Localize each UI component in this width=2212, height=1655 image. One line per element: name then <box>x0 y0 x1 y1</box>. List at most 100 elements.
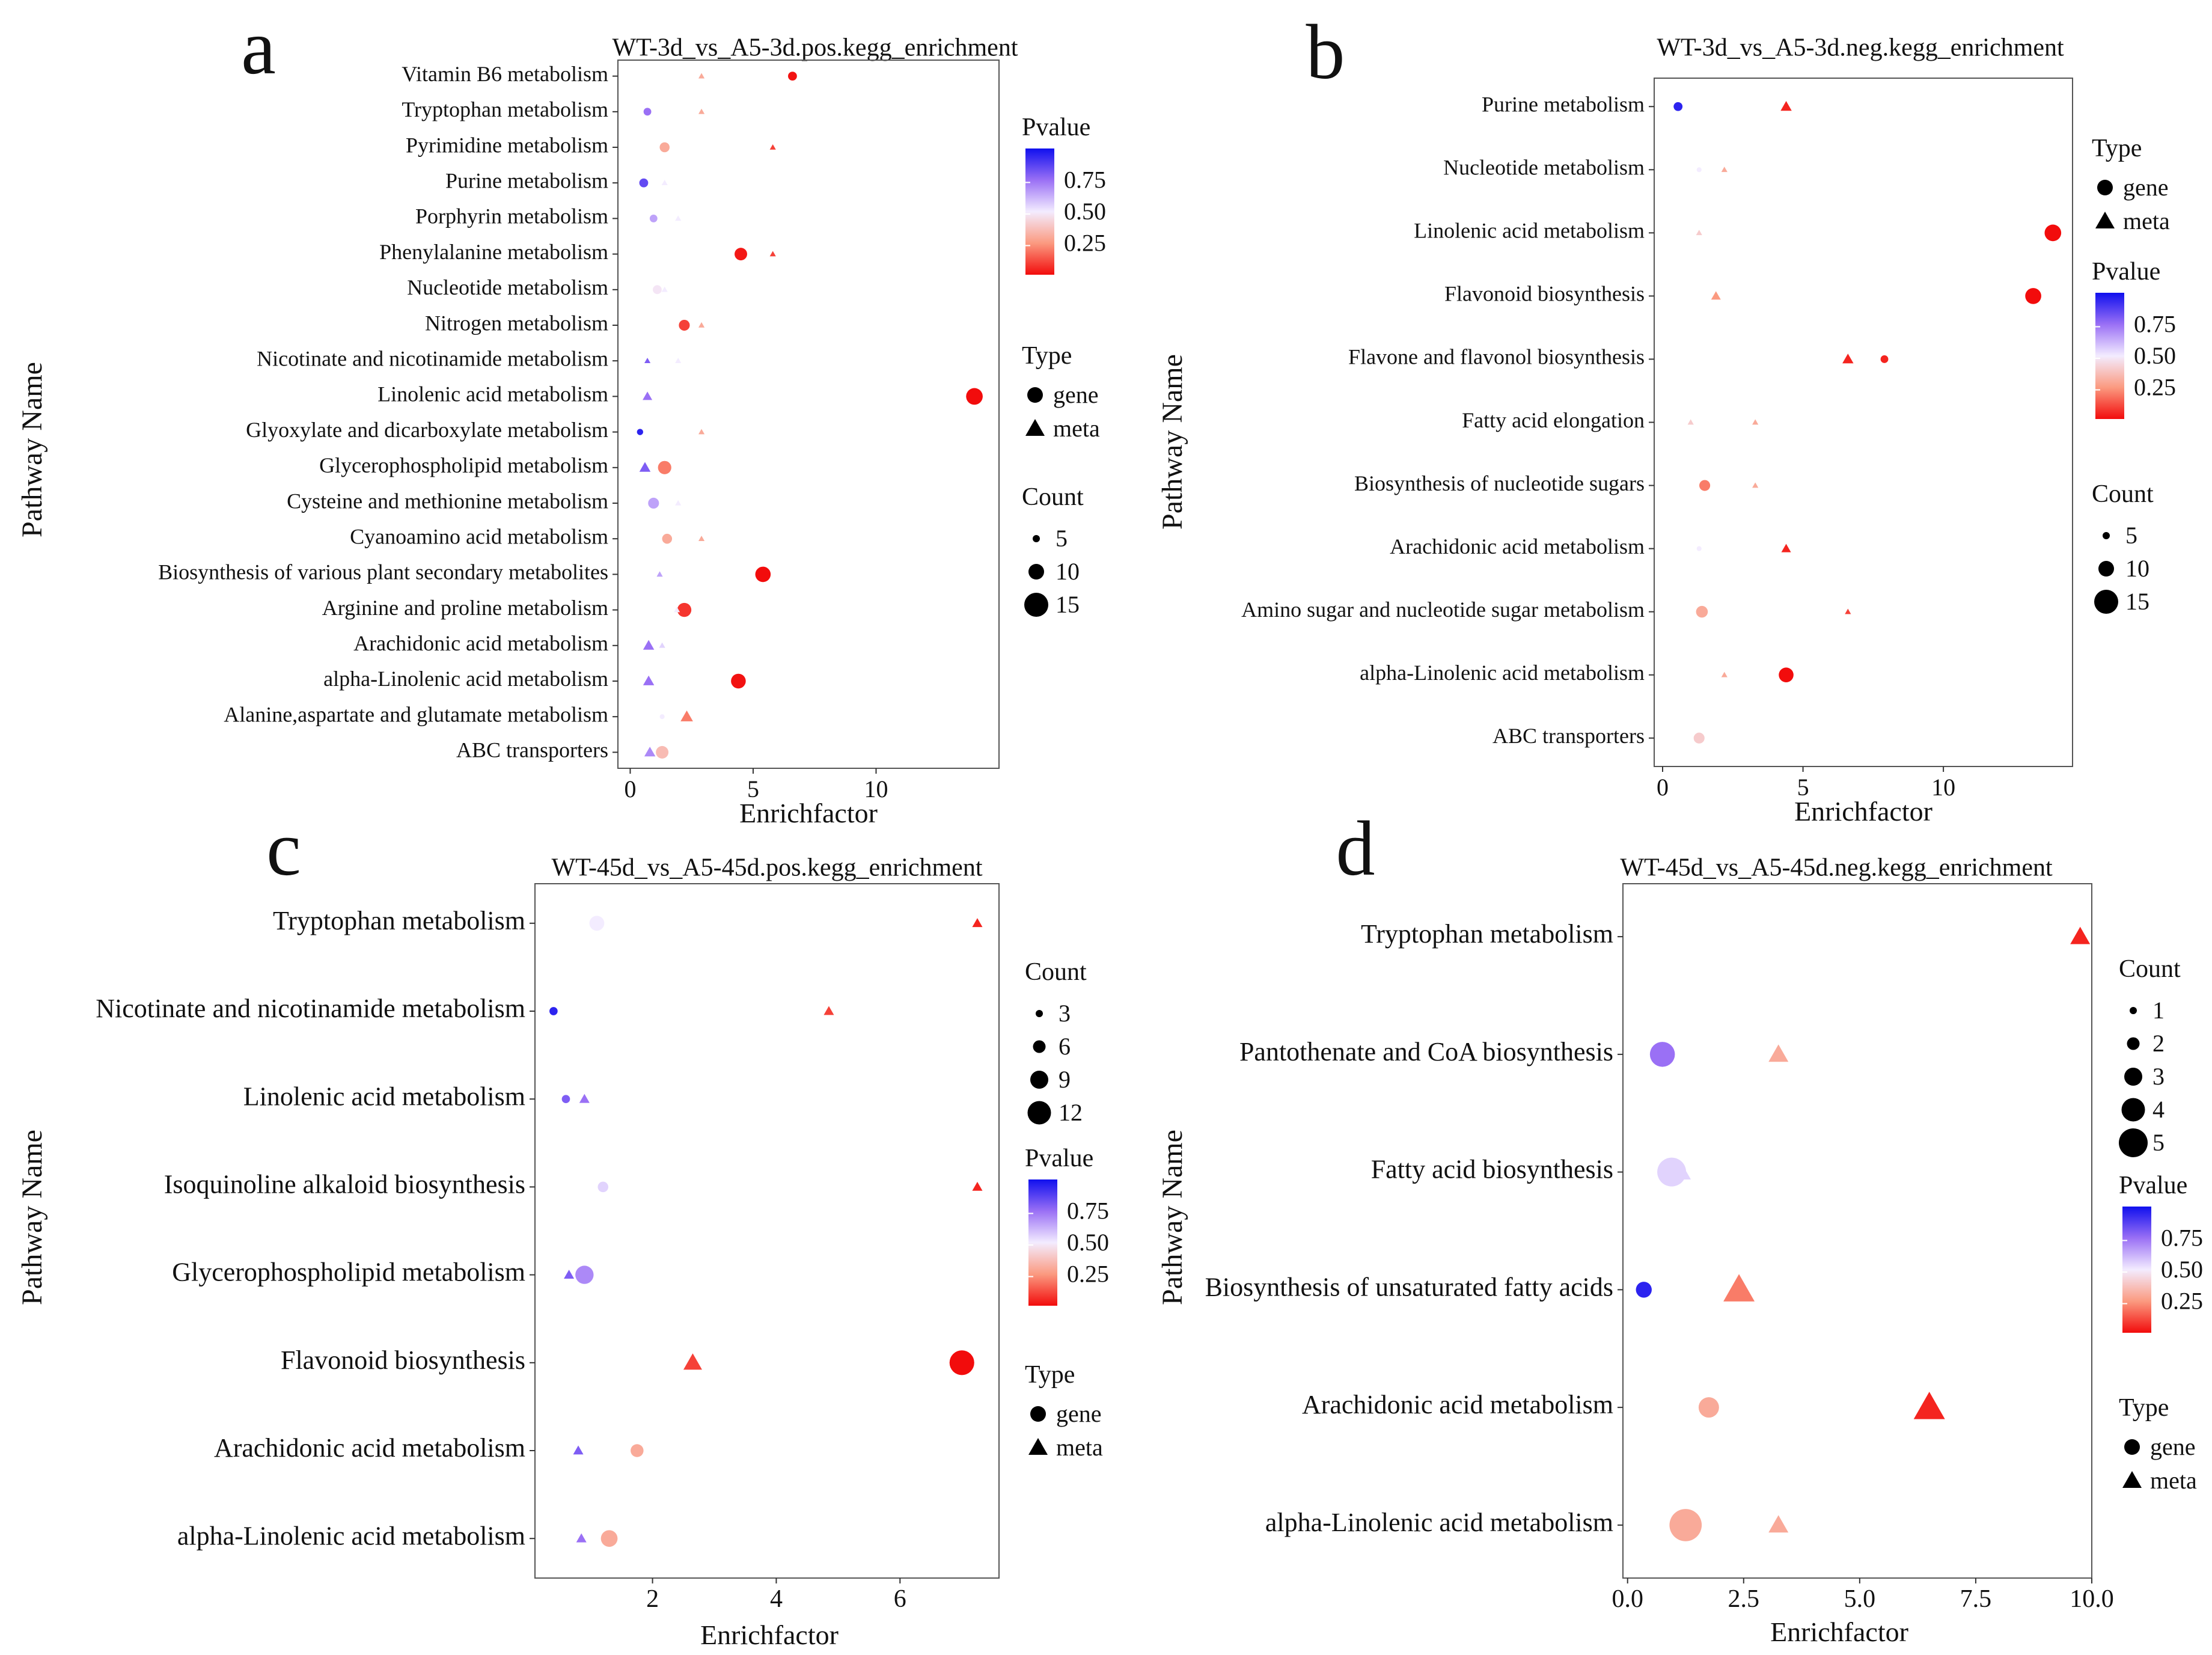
legend-pvalue-tick-label: 0.25 <box>1067 1261 1109 1288</box>
x-tick-label: 0 <box>1657 774 1669 801</box>
point-meta <box>972 918 983 928</box>
x-tick-label: 5.0 <box>1844 1585 1876 1613</box>
category-label: Glyoxylate and dicarboxylate metabolism <box>246 418 608 442</box>
x-tick-label: 2 <box>646 1585 659 1613</box>
x-tick-label: 0 <box>624 775 636 803</box>
x-tick-label: 5 <box>1797 774 1809 801</box>
point-gene <box>648 497 659 509</box>
point-gene <box>1880 355 1889 363</box>
point-meta <box>769 144 776 150</box>
legend-pvalue-tick-label: 0.75 <box>2134 311 2176 338</box>
point-gene <box>658 460 671 474</box>
point-meta <box>1842 353 1854 364</box>
point-gene <box>677 602 692 617</box>
point-meta <box>675 215 682 221</box>
legend-pvalue-tick-label: 0.25 <box>2161 1288 2203 1315</box>
legend-type-label: gene <box>2123 174 2169 201</box>
panel-d: d WT-45d_vs_A5-45d.neg.kegg_enrichment Pat… <box>1156 806 2203 1647</box>
plot-frame <box>534 883 1000 1579</box>
point-gene <box>735 248 747 261</box>
point-gene <box>631 1444 644 1457</box>
legend-count-marker <box>2103 532 2110 539</box>
point-gene <box>637 429 644 435</box>
category-label: Glycerophospholipid metabolism <box>172 1258 525 1287</box>
point-gene <box>575 1265 594 1284</box>
legend-count-label: 5 <box>2152 1129 2165 1156</box>
category-label: Pyrimidine metabolism <box>406 133 608 157</box>
category-label: Arginine and proline metabolism <box>322 596 608 620</box>
x-tick-label: 0.0 <box>1612 1585 1643 1613</box>
category-label: Biosynthesis of nucleotide sugars <box>1354 471 1645 495</box>
x-axis-label: Enrichfactor <box>1770 1617 1908 1647</box>
legend-count-marker <box>2119 1128 2148 1157</box>
point-meta <box>1752 419 1759 425</box>
point-meta <box>659 642 665 648</box>
chart-title: WT-45d_vs_A5-45d.pos.kegg_enrichment <box>552 854 983 882</box>
x-axis-label: Enrichfactor <box>739 798 878 828</box>
legend-count-label: 4 <box>2152 1096 2165 1123</box>
point-gene <box>1693 732 1705 744</box>
legend-count-label: 9 <box>1059 1066 1071 1093</box>
legend-count-marker <box>1024 593 1048 617</box>
legend-type-gene-marker <box>1030 1406 1046 1422</box>
point-meta <box>823 1006 834 1015</box>
category-label: alpha-Linolenic acid metabolism <box>323 667 608 691</box>
point-meta <box>1913 1392 1945 1419</box>
panel-letter: b <box>1306 9 1345 96</box>
point-gene <box>755 566 771 583</box>
category-label: Purine metabolism <box>445 168 608 192</box>
category-label: Arachidonic acid metabolism <box>1390 534 1645 558</box>
category-label: ABC transporters <box>1492 724 1645 748</box>
legend-count-marker <box>1030 1071 1048 1089</box>
point-gene <box>589 916 605 931</box>
legend-pvalue-tick-label: 0.75 <box>1067 1198 1109 1225</box>
legend-pvalue-tick-label: 0.25 <box>1064 230 1106 257</box>
legend-count-title: Count <box>2092 480 2154 508</box>
panel-letter: c <box>266 806 301 892</box>
legend-type-meta-marker <box>1025 419 1045 436</box>
point-meta <box>643 391 653 400</box>
y-axis-label: Pathway Name <box>1156 1130 1188 1305</box>
point-meta <box>643 640 655 650</box>
legend-pvalue-colorbar <box>2122 1207 2151 1333</box>
category-label: Tryptophan metabolism <box>1361 919 1613 949</box>
point-meta <box>675 358 682 364</box>
category-label: Cysteine and methionine metabolism <box>287 489 608 513</box>
point-gene <box>788 72 797 81</box>
category-label: Nicotinate and nicotinamide metabolism <box>257 346 608 370</box>
category-label: Flavone and flavonol biosynthesis <box>1348 345 1645 369</box>
point-gene <box>1669 1509 1702 1541</box>
point-meta <box>2070 926 2091 944</box>
point-meta <box>1721 167 1728 173</box>
x-tick-label: 10 <box>1931 774 1955 801</box>
point-meta <box>644 747 656 757</box>
point-gene <box>656 745 669 759</box>
legend-count-label: 10 <box>2125 555 2149 582</box>
legend-pvalue-title: Pvalue <box>1022 114 1090 141</box>
point-gene <box>1696 167 1702 173</box>
point-meta <box>683 1353 702 1370</box>
legend-type-gene-marker <box>1027 387 1043 403</box>
legend-count-label: 3 <box>1059 1000 1071 1027</box>
category-label: Vitamin B6 metabolism <box>402 62 608 86</box>
point-gene <box>600 1530 618 1547</box>
plot-frame <box>617 60 1000 769</box>
category-label: Arachidonic acid metabolism <box>353 631 608 655</box>
category-label: Arachidonic acid metabolism <box>214 1433 525 1463</box>
legend-count-label: 6 <box>1059 1033 1071 1060</box>
legend-count-label: 15 <box>1056 591 1080 618</box>
category-label: Arachidonic acid metabolism <box>1302 1390 1613 1419</box>
point-meta <box>661 180 668 186</box>
category-label: Cyanoamino acid metabolism <box>350 524 608 548</box>
category-label: Biosynthesis of various plant secondary … <box>158 560 608 584</box>
legend-count-title: Count <box>1025 958 1087 986</box>
point-meta <box>579 1094 590 1103</box>
point-gene <box>1779 667 1794 682</box>
y-axis-label: Pathway Name <box>16 1130 48 1305</box>
x-tick-label: 7.5 <box>1960 1585 1992 1613</box>
legend-type-label: meta <box>1053 415 1100 442</box>
legend-count-marker <box>1033 535 1040 542</box>
point-gene <box>1696 605 1708 618</box>
point-meta <box>1845 608 1851 614</box>
point-gene <box>679 319 690 331</box>
